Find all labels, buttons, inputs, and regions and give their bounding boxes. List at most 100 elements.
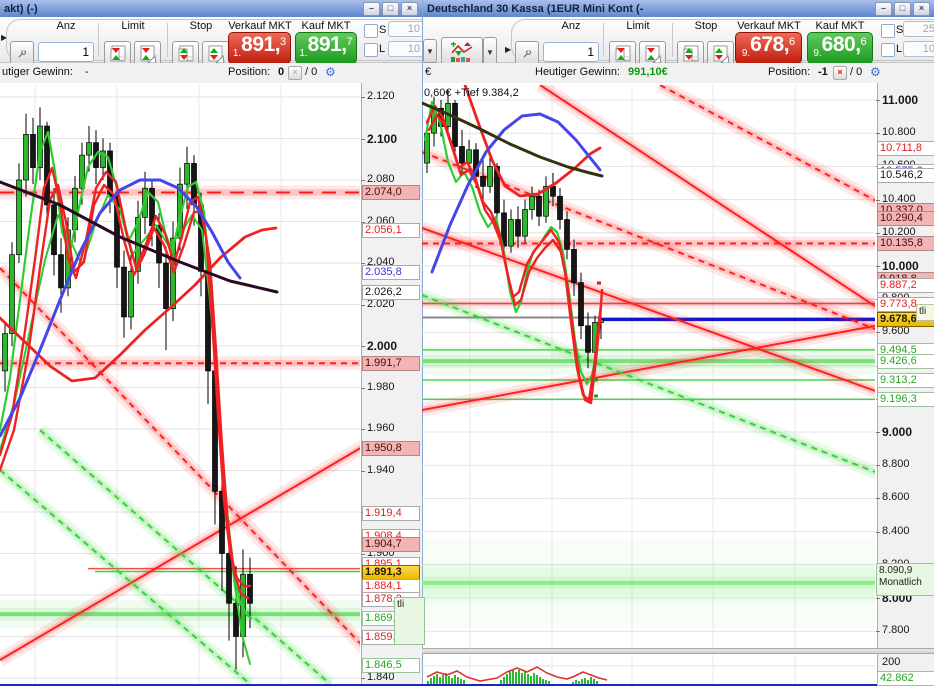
limit-checkbox[interactable] [364,43,378,57]
toolbar-separator [603,23,604,57]
toolbar-separator [167,23,168,57]
sell-market-button[interactable]: 1. 891, 3 [228,32,291,64]
s-label: S [896,24,904,36]
gewinn-value: - [85,66,89,78]
anz-label: Anz [561,20,581,32]
l-label: L [896,43,903,55]
window-title: Deutschland 30 Kassa (1EUR Mini Kont (- [427,2,644,15]
stop-label: Stop [694,20,718,32]
limit-order-pen-icon [140,45,157,63]
close-position-icon[interactable]: × [833,66,847,80]
trade-window-right: Deutschland 30 Kassa (1EUR Mini Kont (- … [422,0,934,684]
stop-label: Stop [189,20,213,32]
position-label: Position: [768,66,811,78]
gewinn-label: utiger Gewinn: [2,66,73,78]
toolbar-separator [672,23,673,57]
buy-price-prefix: 9. [813,47,822,59]
trade-toolbar: ▶ Anz Limit Stop Verkauf MKT 1.891,3 Kau… [0,17,424,69]
anz-label: Anz [56,20,76,32]
stop-order-icon [683,45,699,61]
limit-ticks-field[interactable] [903,41,934,57]
stop-ticks-field[interactable] [903,21,934,37]
limit-order-icon [110,45,126,61]
sell-price-main: 678, [750,33,790,56]
limit-ticks-field[interactable] [388,41,424,57]
limit-checkbox[interactable] [881,43,895,57]
position-settings-gear-icon[interactable]: ⚙ [870,65,881,79]
window-titlebar[interactable]: Deutschland 30 Kassa (1EUR Mini Kont (- … [423,0,934,17]
gewinn-value: 991,10€ [628,66,668,78]
position-label: Position: [228,66,271,78]
stop-checkbox[interactable] [881,24,895,38]
buy-price-main: 680, [821,33,861,56]
limit-label: Limit [121,20,145,32]
stop-order-pen-icon [713,45,730,63]
toolbar-overflow-dropdown[interactable]: ▼ [423,39,437,63]
stop-order-icon [178,45,194,61]
sell-mkt-label: Verkauf MKT [737,20,801,32]
limit-order-pen-icon [645,45,662,63]
buy-mkt-label: Kauf MKT [815,20,865,32]
window-controls: – □ × [875,1,930,16]
position-settings-gear-icon[interactable]: ⚙ [325,65,336,79]
close-icon[interactable]: × [913,1,930,16]
status-left-fragment: € [425,66,432,78]
chart-plot-area[interactable] [423,83,877,648]
minimize-icon[interactable]: – [875,1,892,16]
chart-plot-area[interactable] [0,83,361,684]
sell-price-prefix: 1. [232,47,242,59]
buy-market-button[interactable]: 1. 891, 7 [295,32,357,64]
window-controls: – □ × [363,1,418,16]
buy-market-button[interactable]: 9. 680, 6 [807,32,873,64]
window-title: akt) (-) [4,2,38,15]
price-axis[interactable] [877,83,934,684]
status-bar: € Heutiger Gewinn: 991,10€ Position: -1 … [423,63,934,84]
minimize-icon[interactable]: – [363,1,380,16]
chart-type-icon [451,42,473,62]
sell-mkt-label: Verkauf MKT [228,20,292,32]
buy-price-main: 891, [307,33,347,56]
stop-checkbox[interactable] [364,24,378,38]
position-pending-count: / 0 [850,66,863,78]
settings-wrench-button[interactable] [515,41,539,67]
position-open-count: -1 [818,66,828,78]
toolbar-separator [98,23,99,57]
s-label: S [379,24,387,36]
position-open-count: 0 [278,66,285,78]
sell-price-decimal: 6 [789,36,796,48]
expand-arrow-icon[interactable]: ▶ [505,45,512,54]
close-position-icon[interactable]: × [288,66,302,80]
anz-quantity-input[interactable] [38,42,94,62]
buy-mkt-label: Kauf MKT [301,20,351,32]
wrench-icon [523,49,532,58]
close-icon[interactable]: × [401,1,418,16]
buy-price-decimal: 6 [860,36,867,48]
gewinn-label: Heutiger Gewinn: [535,66,620,78]
price-axis[interactable] [361,83,422,684]
volume-pane[interactable] [423,654,877,684]
pane-splitter[interactable] [422,648,934,654]
window-titlebar[interactable]: akt) (-) – □ × [0,0,422,17]
position-pending-count: / 0 [305,66,318,78]
maximize-icon[interactable]: □ [382,1,399,16]
buy-price-prefix: 1. [299,47,308,59]
anz-quantity-input[interactable] [543,42,599,62]
trade-toolbar: ▼ ▼ ▶ Anz Limit Stop Verkauf MKT 9.678,6 [423,17,934,69]
stop-ticks-field[interactable] [388,21,424,37]
sell-price-decimal: 3 [280,36,287,48]
maximize-icon[interactable]: □ [894,1,911,16]
expand-arrow-icon[interactable]: ▶ [1,33,8,42]
chevron-down-icon: ▼ [486,47,494,57]
chevron-down-icon: ▼ [426,46,434,56]
status-bar: utiger Gewinn: - Position: 0 × / 0 ⚙ [0,63,422,84]
trade-window-left: akt) (-) – □ × ▶ Anz Limit Stop Verkauf … [0,0,424,684]
chart-type-dropdown[interactable]: ▼ [483,37,497,67]
limit-order-icon [615,45,631,61]
sell-market-button[interactable]: 9. 678, 6 [735,32,802,64]
wrench-icon [18,49,27,58]
limit-label: Limit [626,20,650,32]
sell-price-main: 891, [241,33,281,56]
stop-order-pen-icon [208,45,225,63]
sell-price-prefix: 9. [741,47,751,59]
